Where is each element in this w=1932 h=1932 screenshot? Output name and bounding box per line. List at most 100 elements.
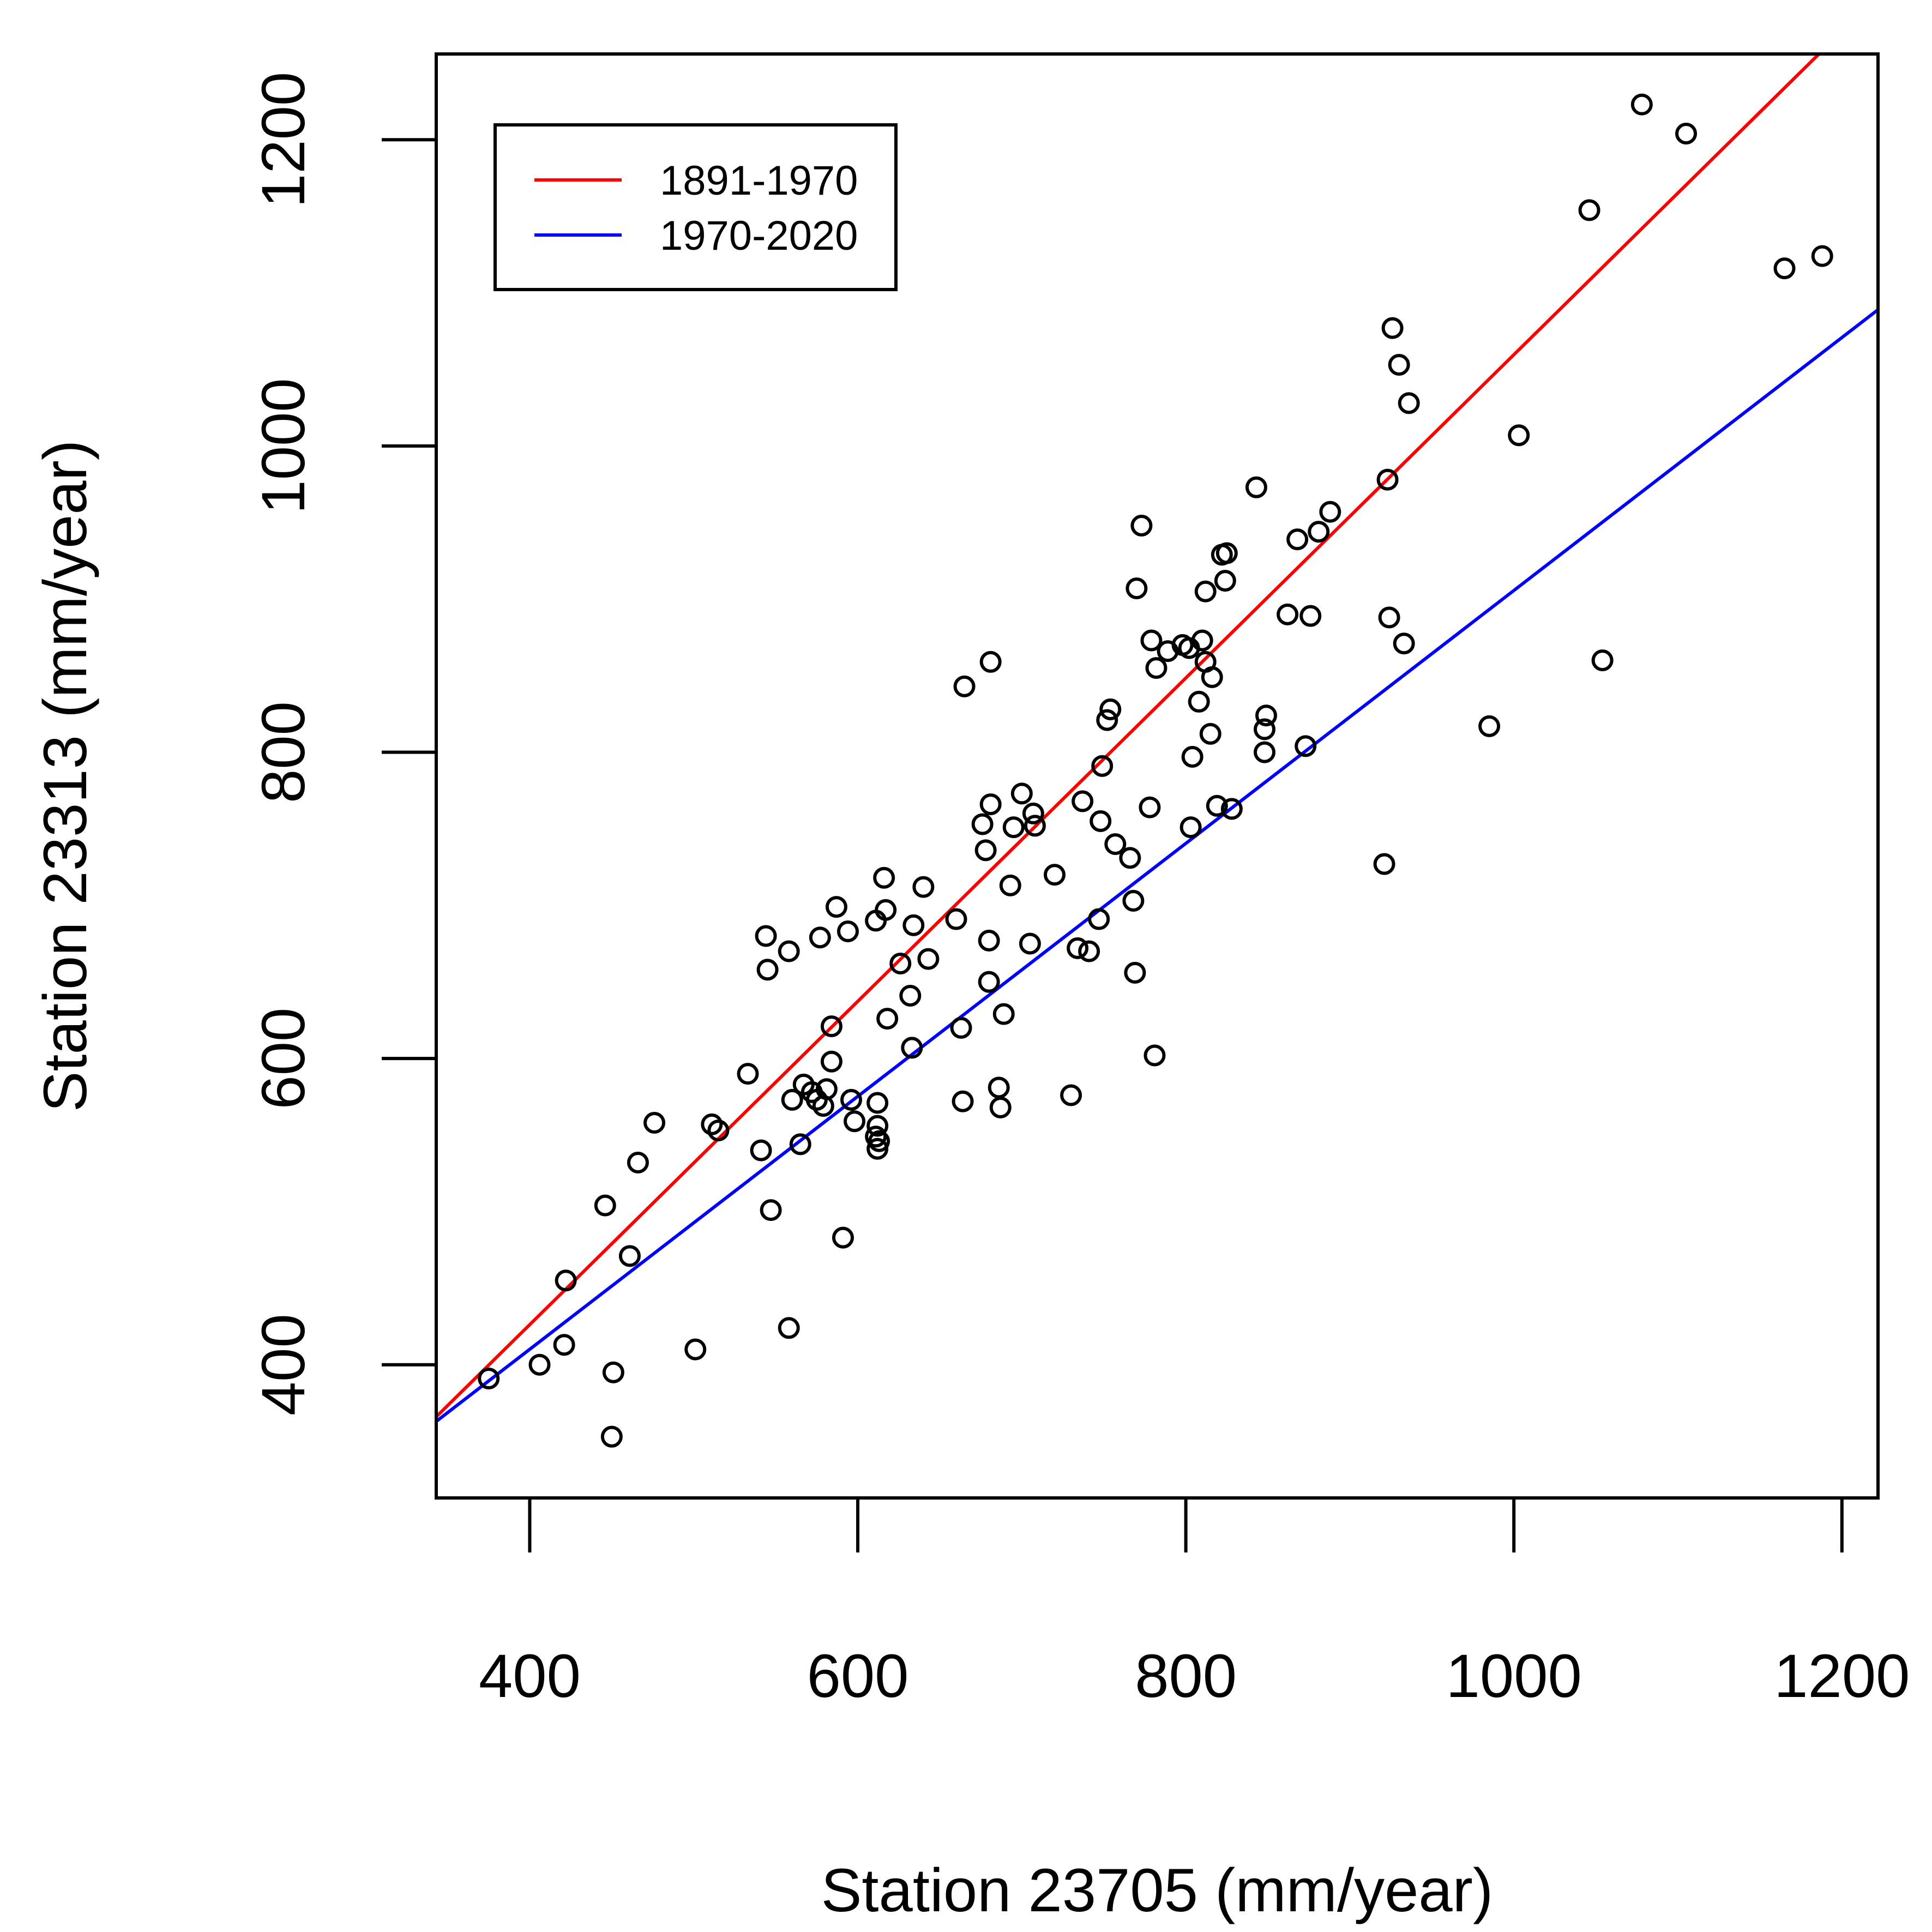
y-tick-label: 600 — [249, 1008, 317, 1110]
y-tick-label: 800 — [249, 701, 317, 803]
data-point — [618, 1245, 641, 1267]
data-point — [1220, 798, 1243, 820]
data-points — [478, 93, 1833, 1448]
data-point — [836, 920, 859, 943]
data-point — [889, 952, 912, 974]
data-point — [1145, 657, 1167, 679]
data-point — [820, 1050, 842, 1073]
data-point — [555, 1269, 577, 1292]
data-point — [755, 925, 777, 947]
legend: 1891-1970 1970-2020 — [493, 123, 898, 291]
data-point — [1002, 816, 1025, 839]
data-point — [1308, 521, 1330, 543]
data-point — [789, 1133, 811, 1155]
y-axis-title: Station 23313 (mm/year) — [31, 440, 99, 1112]
data-point — [1478, 715, 1501, 737]
data-point — [1319, 501, 1341, 523]
data-point — [1214, 569, 1236, 592]
data-point — [978, 971, 1000, 993]
data-point — [950, 1016, 972, 1039]
data-point — [999, 874, 1021, 896]
data-point — [1215, 542, 1238, 564]
data-point — [594, 1194, 616, 1217]
data-point — [750, 1139, 772, 1161]
data-point — [1024, 815, 1046, 837]
data-point — [1140, 629, 1163, 652]
data-point — [1022, 802, 1044, 824]
data-point — [1072, 790, 1094, 812]
data-point — [1124, 961, 1146, 984]
data-point — [756, 959, 779, 981]
data-point — [844, 1110, 866, 1133]
data-point — [1378, 606, 1400, 629]
data-point — [1126, 577, 1148, 600]
x-tick-label: 600 — [807, 1642, 909, 1710]
data-point — [1194, 580, 1217, 603]
data-point — [971, 813, 994, 835]
data-point — [627, 1152, 649, 1174]
data-point — [1104, 833, 1127, 855]
data-point — [1393, 633, 1415, 655]
data-point — [1179, 816, 1202, 839]
data-point — [865, 1126, 887, 1148]
data-point — [1591, 649, 1614, 671]
data-point — [917, 948, 940, 970]
x-tick-label: 800 — [1135, 1642, 1237, 1710]
y-tick-label: 1200 — [249, 72, 317, 208]
data-point — [643, 1112, 666, 1134]
data-point — [868, 1130, 890, 1152]
data-point — [1245, 476, 1267, 498]
data-point — [1122, 889, 1145, 912]
y-axis: 400 600 800 1000 1200 — [249, 72, 438, 1416]
data-point — [945, 908, 967, 930]
data-point — [809, 926, 831, 949]
data-point — [1143, 1044, 1166, 1067]
y-tick-label: 400 — [249, 1314, 317, 1416]
data-point — [1508, 424, 1530, 447]
data-point — [899, 984, 922, 1007]
data-point — [866, 1092, 889, 1114]
data-point — [1019, 932, 1041, 955]
data-point — [1277, 603, 1299, 625]
data-point — [478, 1367, 500, 1389]
data-point — [902, 914, 925, 936]
data-point — [760, 1199, 782, 1221]
data-point — [1811, 245, 1833, 267]
data-point — [978, 929, 1000, 952]
data-point — [952, 1090, 974, 1112]
data-point — [1255, 705, 1278, 727]
data-point — [1181, 745, 1203, 768]
data-point — [1191, 629, 1213, 652]
data-point — [781, 1088, 803, 1111]
data-point — [989, 1096, 1012, 1118]
data-point — [1010, 783, 1033, 805]
data-point — [1373, 853, 1395, 875]
data-point — [901, 1037, 923, 1059]
data-point — [873, 866, 895, 889]
data-point — [1376, 468, 1399, 491]
data-point — [1578, 199, 1600, 221]
data-point — [1254, 741, 1276, 763]
data-point — [992, 1003, 1015, 1025]
data-point — [840, 1088, 863, 1111]
x-tick-label: 400 — [479, 1642, 581, 1710]
y-tick-label: 1000 — [249, 378, 317, 514]
data-point — [1188, 690, 1210, 713]
data-point — [866, 1115, 889, 1137]
data-point — [778, 1317, 800, 1339]
data-point — [875, 899, 897, 921]
data-point — [1199, 723, 1221, 745]
data-point — [553, 1334, 575, 1356]
data-point — [1630, 93, 1653, 116]
data-point — [778, 940, 800, 962]
data-point — [600, 1425, 623, 1448]
data-point — [832, 1226, 854, 1249]
x-tick-label: 1000 — [1446, 1642, 1582, 1710]
data-point — [953, 675, 976, 697]
regression-line-1970-2020 — [435, 308, 1879, 1423]
data-point — [1119, 847, 1141, 869]
data-point — [1139, 796, 1161, 818]
regression-line-1891-1970 — [435, 52, 1820, 1418]
data-point — [979, 793, 1002, 815]
